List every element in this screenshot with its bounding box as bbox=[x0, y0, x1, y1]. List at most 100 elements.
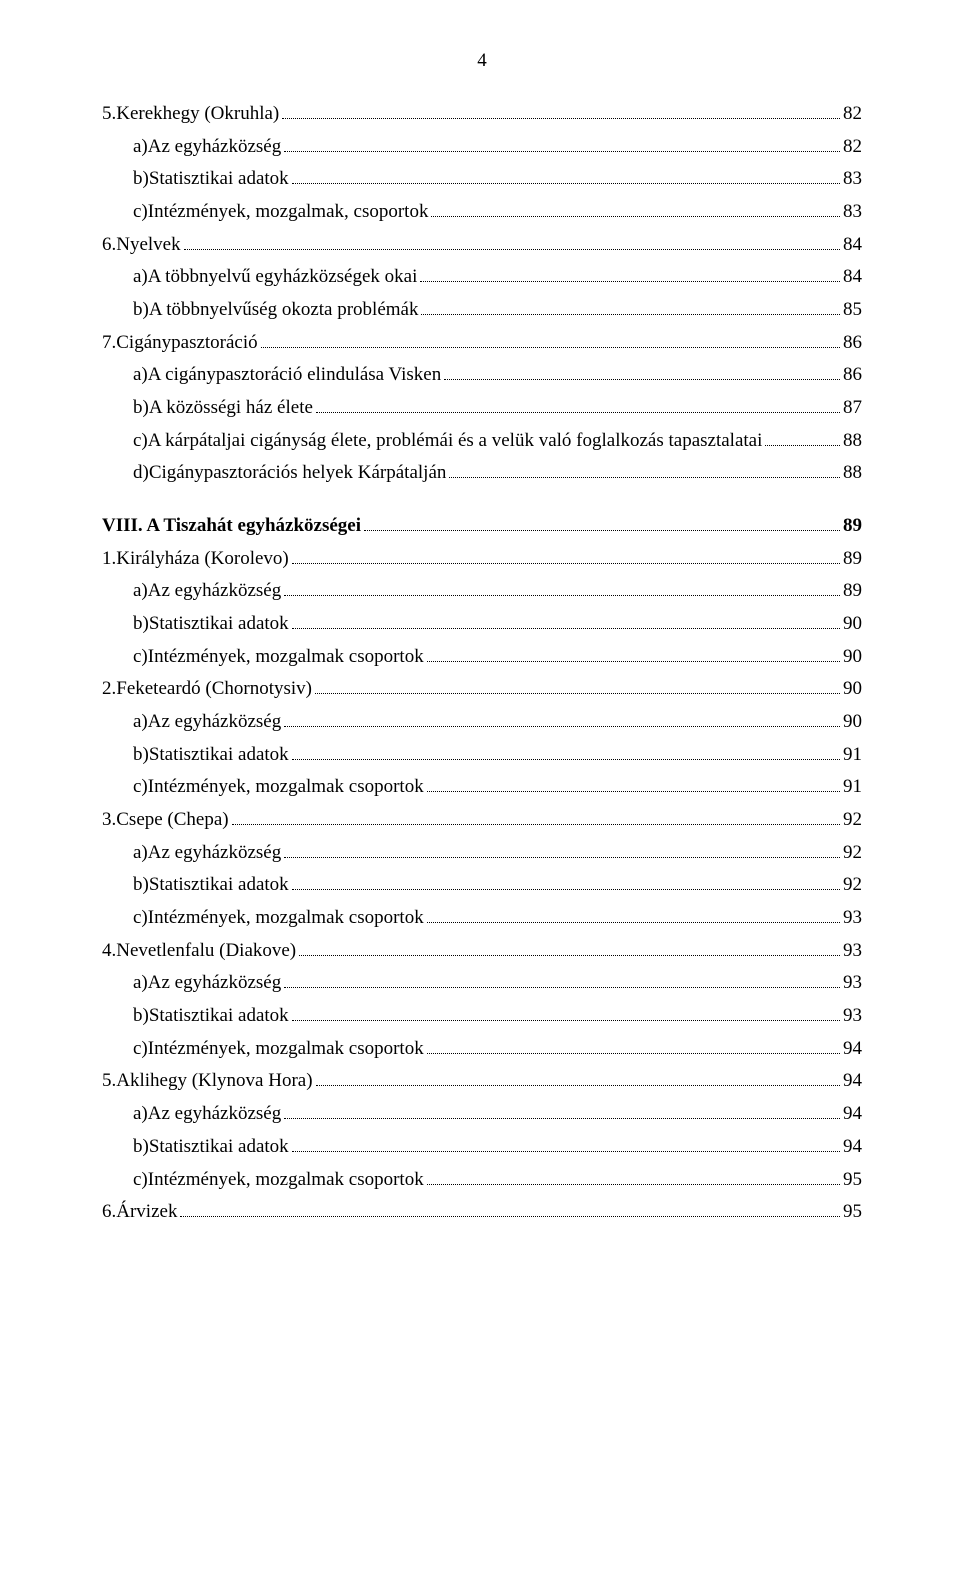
toc-entry: a)A cigánypasztoráció elindulása Visken 8… bbox=[102, 359, 862, 392]
toc-leader-dots bbox=[444, 369, 840, 380]
toc-entry-label: a)Az egyházközség bbox=[133, 575, 281, 608]
toc-entry-label: a)Az egyházközség bbox=[133, 1098, 281, 1131]
toc-entry-page: 86 bbox=[843, 359, 862, 392]
toc-entry-label: c)Intézmények, mozgalmak, csoportok bbox=[133, 196, 428, 229]
toc-entry-page: 92 bbox=[843, 837, 862, 870]
toc-entry-page: 88 bbox=[843, 457, 862, 490]
page-number: 4 bbox=[102, 50, 862, 72]
toc-entry-page: 94 bbox=[843, 1131, 862, 1164]
toc-entry: c)Intézmények, mozgalmak csoportok95 bbox=[102, 1164, 862, 1197]
toc-entry: a)Az egyházközség 92 bbox=[102, 837, 862, 870]
toc-entry-page: 89 bbox=[843, 575, 862, 608]
toc-leader-dots bbox=[284, 977, 840, 988]
toc-entry-label: 3.Csepe (Chepa) bbox=[102, 804, 229, 837]
toc-entry-label: a)Az egyházközség bbox=[133, 967, 281, 1000]
toc-entry-page: 88 bbox=[843, 425, 862, 458]
toc-leader-dots bbox=[284, 846, 840, 857]
toc-leader-dots bbox=[184, 238, 840, 249]
toc-entry-label: b)Statisztikai adatok bbox=[133, 1000, 289, 1033]
toc-entry: 3.Csepe (Chepa) 92 bbox=[102, 804, 862, 837]
toc-entry-label: 5.Aklihegy (Klynova Hora) bbox=[102, 1065, 313, 1098]
toc-entry: a)Az egyházközség90 bbox=[102, 706, 862, 739]
toc-leader-dots bbox=[299, 944, 840, 955]
toc-entry: a)Az egyházközség93 bbox=[102, 967, 862, 1000]
toc-leader-dots bbox=[364, 520, 840, 531]
toc-entry-page: 94 bbox=[843, 1065, 862, 1098]
toc-entry: 1.Királyháza (Korolevo) 89 bbox=[102, 543, 862, 576]
toc-entry-label: b)A közösségi ház élete bbox=[133, 392, 313, 425]
toc-entry: b)Statisztikai adatok90 bbox=[102, 608, 862, 641]
toc-entry-label: a)Az egyházközség bbox=[133, 706, 281, 739]
toc-entry: b)A közösségi ház élete 87 bbox=[102, 392, 862, 425]
toc-entry-label: b)Statisztikai adatok bbox=[133, 163, 289, 196]
toc-entry-label: c)Intézmények, mozgalmak csoportok bbox=[133, 902, 424, 935]
toc-entry-page: 89 bbox=[843, 510, 862, 543]
toc-entry-label: c)Intézmények, mozgalmak csoportok bbox=[133, 1164, 424, 1197]
toc-leader-dots bbox=[431, 206, 840, 217]
toc-entry: c)Intézmények, mozgalmak csoportok91 bbox=[102, 771, 862, 804]
toc-entry: d)Cigánypasztorációs helyek Kárpátalján8… bbox=[102, 457, 862, 490]
toc-leader-dots bbox=[284, 716, 840, 727]
toc-entry-page: 92 bbox=[843, 804, 862, 837]
toc-entry: 6.Nyelvek 84 bbox=[102, 229, 862, 262]
toc-leader-dots bbox=[232, 814, 840, 825]
toc-entry-label: 1.Királyháza (Korolevo) bbox=[102, 543, 289, 576]
toc-leader-dots bbox=[315, 683, 840, 694]
toc-entry-page: 93 bbox=[843, 902, 862, 935]
toc-leader-dots bbox=[284, 140, 840, 151]
toc-entry-page: 84 bbox=[843, 229, 862, 262]
toc-leader-dots bbox=[427, 912, 840, 923]
toc-entry-page: 83 bbox=[843, 196, 862, 229]
toc-entry: b)Statisztikai adatok 94 bbox=[102, 1131, 862, 1164]
toc-entry: c)Intézmények, mozgalmak csoportok 93 bbox=[102, 902, 862, 935]
toc-entry-page: 91 bbox=[843, 739, 862, 772]
toc-entry: a)Az egyházközség 89 bbox=[102, 575, 862, 608]
toc-leader-dots bbox=[282, 108, 840, 119]
toc-entry-label: a)Az egyházközség bbox=[133, 131, 281, 164]
toc-entry: 7.Cigánypasztoráció86 bbox=[102, 327, 862, 360]
toc-entry-page: 94 bbox=[843, 1098, 862, 1131]
toc-entry-page: 92 bbox=[843, 869, 862, 902]
toc-entry: b)Statisztikai adatok93 bbox=[102, 1000, 862, 1033]
toc-leader-dots bbox=[261, 336, 840, 347]
toc-entry: b)A többnyelvűség okozta problémák85 bbox=[102, 294, 862, 327]
toc-entry-label: 2.Feketeardó (Chornotysiv) bbox=[102, 673, 312, 706]
toc-entry: VIII. A Tiszahát egyházközségei89 bbox=[102, 510, 862, 543]
toc-entry: c)A kárpátaljai cigányság élete, problém… bbox=[102, 425, 862, 458]
toc-leader-dots bbox=[765, 434, 840, 445]
toc-entry-page: 90 bbox=[843, 673, 862, 706]
toc-entry-page: 89 bbox=[843, 543, 862, 576]
toc-entry-page: 87 bbox=[843, 392, 862, 425]
toc-entry: 2.Feketeardó (Chornotysiv) 90 bbox=[102, 673, 862, 706]
toc-leader-dots bbox=[292, 879, 840, 890]
toc-entry: a)Az egyházközség 94 bbox=[102, 1098, 862, 1131]
toc-entry-label: b)Statisztikai adatok bbox=[133, 739, 289, 772]
toc-entry: 4.Nevetlenfalu (Diakove)93 bbox=[102, 935, 862, 968]
toc-entry: c)Intézmények, mozgalmak, csoportok 83 bbox=[102, 196, 862, 229]
toc-leader-dots bbox=[421, 304, 840, 315]
toc-entry-page: 85 bbox=[843, 294, 862, 327]
toc-leader-dots bbox=[427, 1173, 840, 1184]
toc-entry-label: a)A cigánypasztoráció elindulása Visken bbox=[133, 359, 441, 392]
toc-entry: c)Intézmények, mozgalmak csoportok90 bbox=[102, 641, 862, 674]
toc-entry-label: b)Statisztikai adatok bbox=[133, 1131, 289, 1164]
toc-entry-label: c)Intézmények, mozgalmak csoportok bbox=[133, 1033, 424, 1066]
toc-entry-page: 82 bbox=[843, 98, 862, 131]
toc-entry-label: c)A kárpátaljai cigányság élete, problém… bbox=[133, 425, 762, 458]
toc-leader-dots bbox=[316, 1075, 840, 1086]
document-page: 4 5.Kerekhegy (Okruhla)82a)Az egyházközs… bbox=[0, 0, 960, 1279]
toc-leader-dots bbox=[292, 173, 840, 184]
toc-entry-label: 6.Nyelvek bbox=[102, 229, 181, 262]
table-of-contents: 5.Kerekhegy (Okruhla)82a)Az egyházközség… bbox=[102, 98, 862, 1229]
toc-leader-dots bbox=[427, 781, 840, 792]
toc-entry-page: 82 bbox=[843, 131, 862, 164]
toc-entry-page: 83 bbox=[843, 163, 862, 196]
toc-entry-page: 84 bbox=[843, 261, 862, 294]
toc-entry: b)Statisztikai adatok 91 bbox=[102, 739, 862, 772]
toc-entry-label: a)Az egyházközség bbox=[133, 837, 281, 870]
toc-entry-label: c)Intézmények, mozgalmak csoportok bbox=[133, 641, 424, 674]
toc-entry: a)Az egyházközség 82 bbox=[102, 131, 862, 164]
toc-entry-label: 5.Kerekhegy (Okruhla) bbox=[102, 98, 279, 131]
toc-entry-label: b)Statisztikai adatok bbox=[133, 608, 289, 641]
toc-entry-page: 93 bbox=[843, 935, 862, 968]
